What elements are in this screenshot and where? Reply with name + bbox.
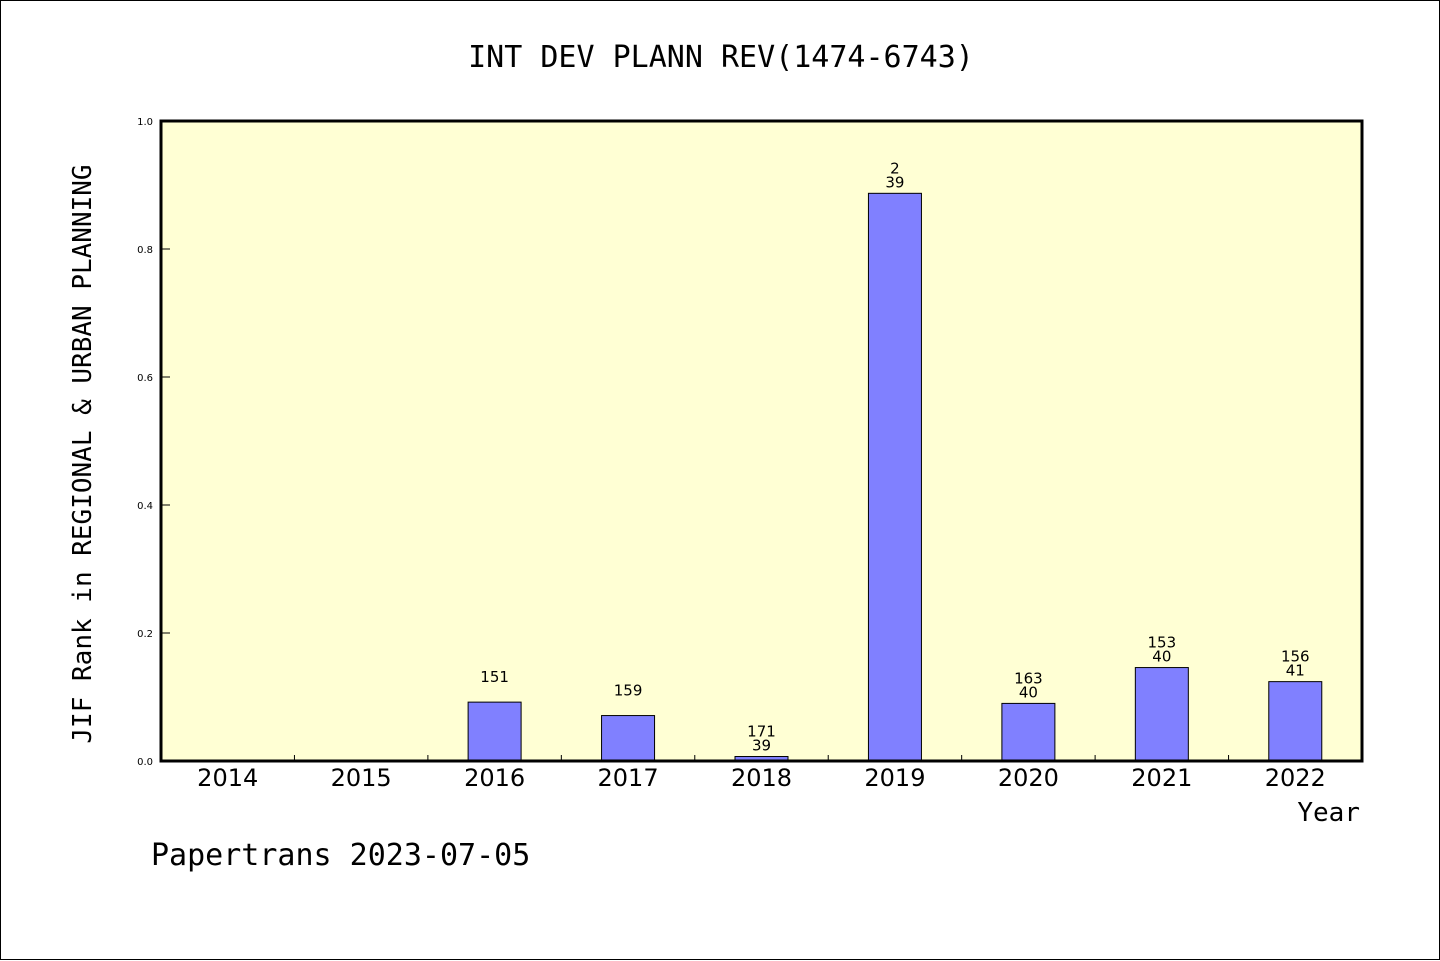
data-label-2021: 40 — [1152, 648, 1171, 666]
data-label-2021: 153 — [1148, 634, 1177, 652]
bar-2019 — [867, 192, 922, 762]
bar-2020 — [1001, 702, 1056, 762]
data-label-2018: 171 — [747, 723, 776, 741]
x-tick-label: 2022 — [1265, 764, 1326, 792]
y-tick-label: 0.2 — [137, 629, 153, 640]
plot-border — [159, 119, 1364, 763]
x-tick-label: 2018 — [731, 764, 792, 792]
data-label-2022: 156 — [1281, 648, 1310, 666]
data-label-2017: 159 — [614, 682, 643, 700]
y-tick-label: 0.0 — [137, 757, 153, 768]
bar-2021 — [1134, 667, 1189, 762]
y-tick-label: 1.0 — [137, 117, 153, 128]
bars-group — [467, 192, 1323, 762]
data-label-2020: 40 — [1019, 683, 1038, 701]
data-label-2020: 163 — [1014, 669, 1043, 687]
data-label-2019: 39 — [885, 173, 904, 191]
bar-2016 — [467, 701, 522, 762]
plot-area — [161, 121, 1362, 761]
bar-2017 — [601, 715, 656, 762]
chart-title: INT DEV PLANN REV(1474-6743) — [468, 40, 974, 75]
x-tick-label: 2020 — [998, 764, 1059, 792]
data-label-2019: 2 — [890, 159, 900, 177]
x-tick-label: 2016 — [464, 764, 525, 792]
x-axis-label: Year — [1297, 798, 1360, 828]
data-label-2018: 39 — [752, 737, 771, 755]
x-tick-label: 2019 — [864, 764, 925, 792]
y-tick-label: 0.4 — [137, 501, 153, 512]
data-label-2022: 41 — [1286, 662, 1305, 680]
footer-text: Papertrans 2023-07-05 — [151, 838, 530, 873]
y-axis-label: JIF Rank in REGIONAL & URBAN PLANNING — [68, 164, 98, 743]
x-tick-label: 2014 — [197, 764, 258, 792]
bar-2022 — [1268, 681, 1323, 762]
x-axis: 2014 2015 2016 2017 2018 2019 2020 2021 2022 — [197, 755, 1326, 792]
x-tick-label: 2015 — [331, 764, 392, 792]
x-tick-label: 2017 — [598, 764, 659, 792]
x-tick-label: 2021 — [1131, 764, 1192, 792]
data-label-2016: 151 — [480, 668, 509, 686]
y-tick-label: 0.8 — [137, 245, 153, 256]
y-tick-label: 0.6 — [137, 373, 153, 384]
